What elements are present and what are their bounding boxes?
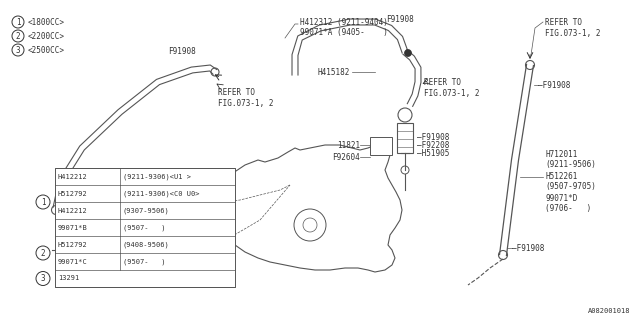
Text: H412212: H412212	[58, 173, 88, 180]
Text: —F91908: —F91908	[417, 132, 449, 141]
Text: (9408-9506): (9408-9506)	[123, 241, 170, 248]
Text: <2500CC>: <2500CC>	[28, 45, 65, 54]
Text: 1: 1	[41, 197, 45, 206]
Text: <2200CC>: <2200CC>	[28, 31, 65, 41]
Text: (9211-9306)<C0 U0>: (9211-9306)<C0 U0>	[123, 190, 200, 197]
Text: FIG.073-1, 2: FIG.073-1, 2	[424, 89, 479, 98]
Text: (9507-   ): (9507- )	[123, 258, 166, 265]
Text: —F91908: —F91908	[65, 206, 97, 215]
Text: —F92208: —F92208	[417, 140, 449, 149]
Text: FIG.073-1, 2: FIG.073-1, 2	[545, 29, 600, 38]
Text: REFER TO: REFER TO	[424, 78, 461, 87]
Text: <1800CC>: <1800CC>	[28, 18, 65, 27]
Text: —F91908: —F91908	[512, 244, 545, 252]
Bar	[397, 123, 413, 153]
Text: F91908: F91908	[386, 15, 414, 24]
Text: A082001018: A082001018	[588, 308, 630, 314]
Text: 99071*C: 99071*C	[58, 259, 88, 265]
Text: 13291: 13291	[58, 276, 79, 282]
Text: (9507-   ): (9507- )	[123, 224, 166, 231]
Text: (9307-9506): (9307-9506)	[123, 207, 170, 214]
Text: 99071*B: 99071*B	[58, 225, 88, 230]
Text: 2: 2	[16, 31, 20, 41]
Text: (9507-9705): (9507-9705)	[545, 182, 596, 191]
Text: (9706-   ): (9706- )	[545, 204, 591, 213]
Bar	[370, 137, 392, 155]
Text: H415182: H415182	[317, 68, 350, 76]
Text: 99071*A (9405-    ): 99071*A (9405- )	[300, 28, 388, 37]
Text: REFER TO: REFER TO	[545, 18, 582, 27]
Text: —F91908: —F91908	[538, 81, 570, 90]
Text: 2: 2	[41, 249, 45, 258]
Text: H512792: H512792	[58, 242, 88, 247]
Text: 3: 3	[41, 274, 45, 283]
Text: —H51905: —H51905	[417, 148, 449, 157]
Text: 1: 1	[16, 18, 20, 27]
Text: FIG.073-1, 2: FIG.073-1, 2	[218, 99, 273, 108]
Text: F91908: F91908	[168, 47, 196, 56]
Text: H512792: H512792	[58, 190, 88, 196]
Text: H412212: H412212	[58, 207, 88, 213]
Text: H412312 (9211-9404): H412312 (9211-9404)	[300, 18, 388, 27]
Text: 3: 3	[16, 45, 20, 54]
Text: H712011: H712011	[545, 150, 577, 159]
Text: H512261: H512261	[545, 172, 577, 181]
Text: (9211-9306)<U1 >: (9211-9306)<U1 >	[123, 173, 191, 180]
Bar	[55, 168, 235, 287]
Circle shape	[404, 50, 412, 57]
Text: 11821: 11821	[337, 140, 360, 149]
Text: 99071*D: 99071*D	[545, 194, 577, 203]
Text: F92604: F92604	[332, 153, 360, 162]
Text: REFER TO: REFER TO	[218, 88, 255, 97]
Text: (9211-9506): (9211-9506)	[545, 160, 596, 169]
